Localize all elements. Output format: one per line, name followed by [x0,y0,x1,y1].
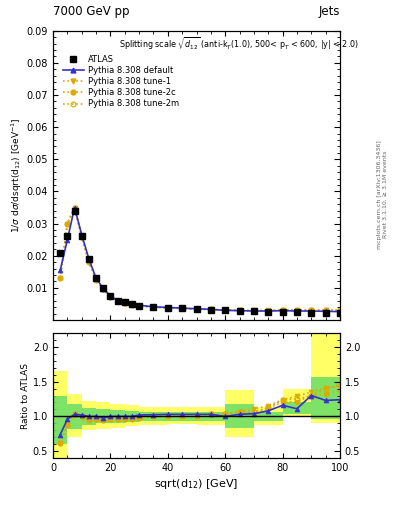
Text: Jets: Jets [318,5,340,18]
Text: Splitting scale $\sqrt{d_{12}}$ (anti-k$_T$(1.0), 500< p$_T$ < 600, |y| < 2.0): Splitting scale $\sqrt{d_{12}}$ (anti-k$… [119,35,359,52]
X-axis label: sqrt(d$_{12}$) [GeV]: sqrt(d$_{12}$) [GeV] [154,477,239,492]
Text: 7000 GeV pp: 7000 GeV pp [53,5,130,18]
Text: Rivet 3.1.10, ≥ 3.1M events: Rivet 3.1.10, ≥ 3.1M events [383,151,387,238]
Legend: ATLAS, Pythia 8.308 default, Pythia 8.308 tune-1, Pythia 8.308 tune-2c, Pythia 8: ATLAS, Pythia 8.308 default, Pythia 8.30… [63,55,179,109]
Y-axis label: 1/$\sigma$ d$\sigma$/dsqrt(d$_{12}$) [GeV$^{-1}$]: 1/$\sigma$ d$\sigma$/dsqrt(d$_{12}$) [Ge… [9,118,24,233]
Text: mcplots.cern.ch [arXiv:1306.3436]: mcplots.cern.ch [arXiv:1306.3436] [377,140,382,249]
Y-axis label: Ratio to ATLAS: Ratio to ATLAS [21,362,30,429]
